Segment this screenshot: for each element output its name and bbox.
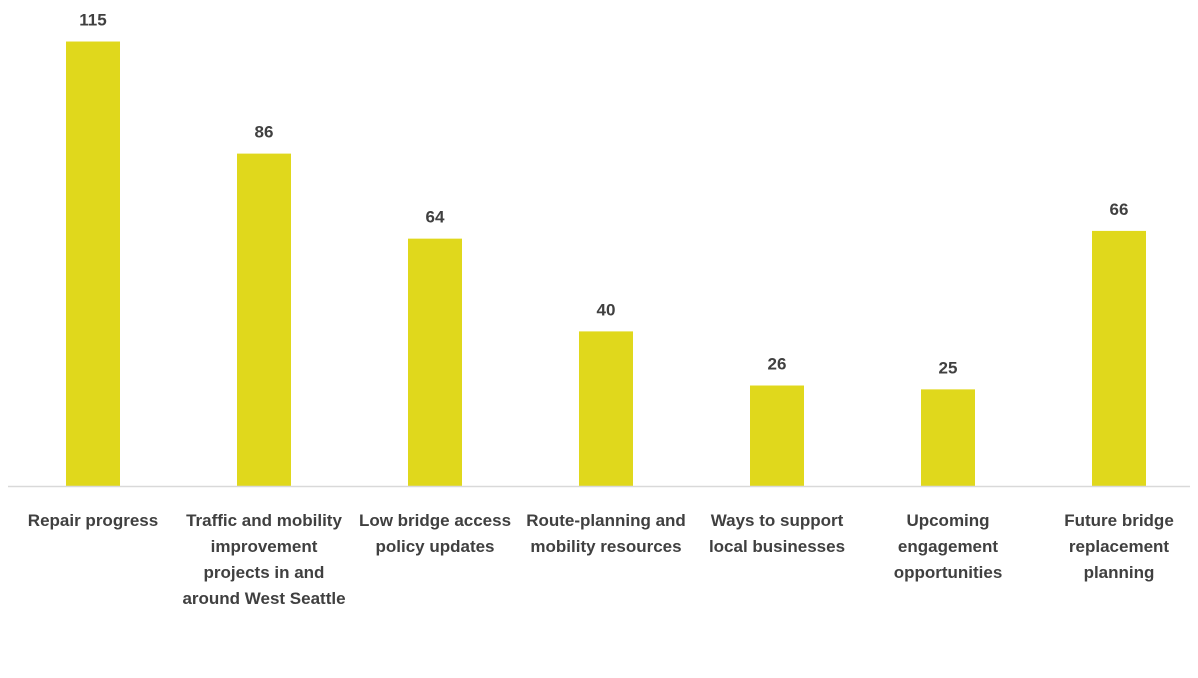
data-label-repair-progress: 115 [79, 11, 106, 30]
category-label-engagement: Upcoming engagement opportunities [893, 511, 1003, 582]
bars-group [66, 41, 1146, 487]
data-label-engagement: 25 [939, 358, 958, 377]
bar-low-bridge-access [408, 238, 462, 486]
data-label-local-businesses: 26 [768, 355, 787, 374]
category-label-low-bridge-access: Low bridge access policy updates [358, 511, 512, 556]
bar-repair-progress [66, 41, 120, 487]
category-label-traffic-mobility: Traffic and mobility improvement project… [182, 511, 346, 608]
bar-engagement [921, 389, 975, 486]
category-label-bridge-replacement: Future bridge replacement planning [1064, 511, 1174, 582]
bar-route-planning [579, 331, 633, 486]
category-label-repair-progress: Repair progress [27, 511, 159, 530]
category-label-route-planning: Route-planning and mobility resources [526, 511, 686, 556]
data-labels-group: 115 86 64 40 26 25 66 [79, 11, 1128, 378]
data-label-traffic-mobility: 86 [255, 123, 274, 142]
category-label-local-businesses: Ways to support local businesses [708, 511, 846, 556]
bar-local-businesses [750, 385, 804, 486]
bar-bridge-replacement [1092, 230, 1146, 486]
data-label-low-bridge-access: 64 [426, 208, 445, 227]
data-label-route-planning: 40 [597, 300, 616, 319]
data-label-bridge-replacement: 66 [1110, 200, 1129, 219]
bar-traffic-mobility [237, 153, 291, 487]
